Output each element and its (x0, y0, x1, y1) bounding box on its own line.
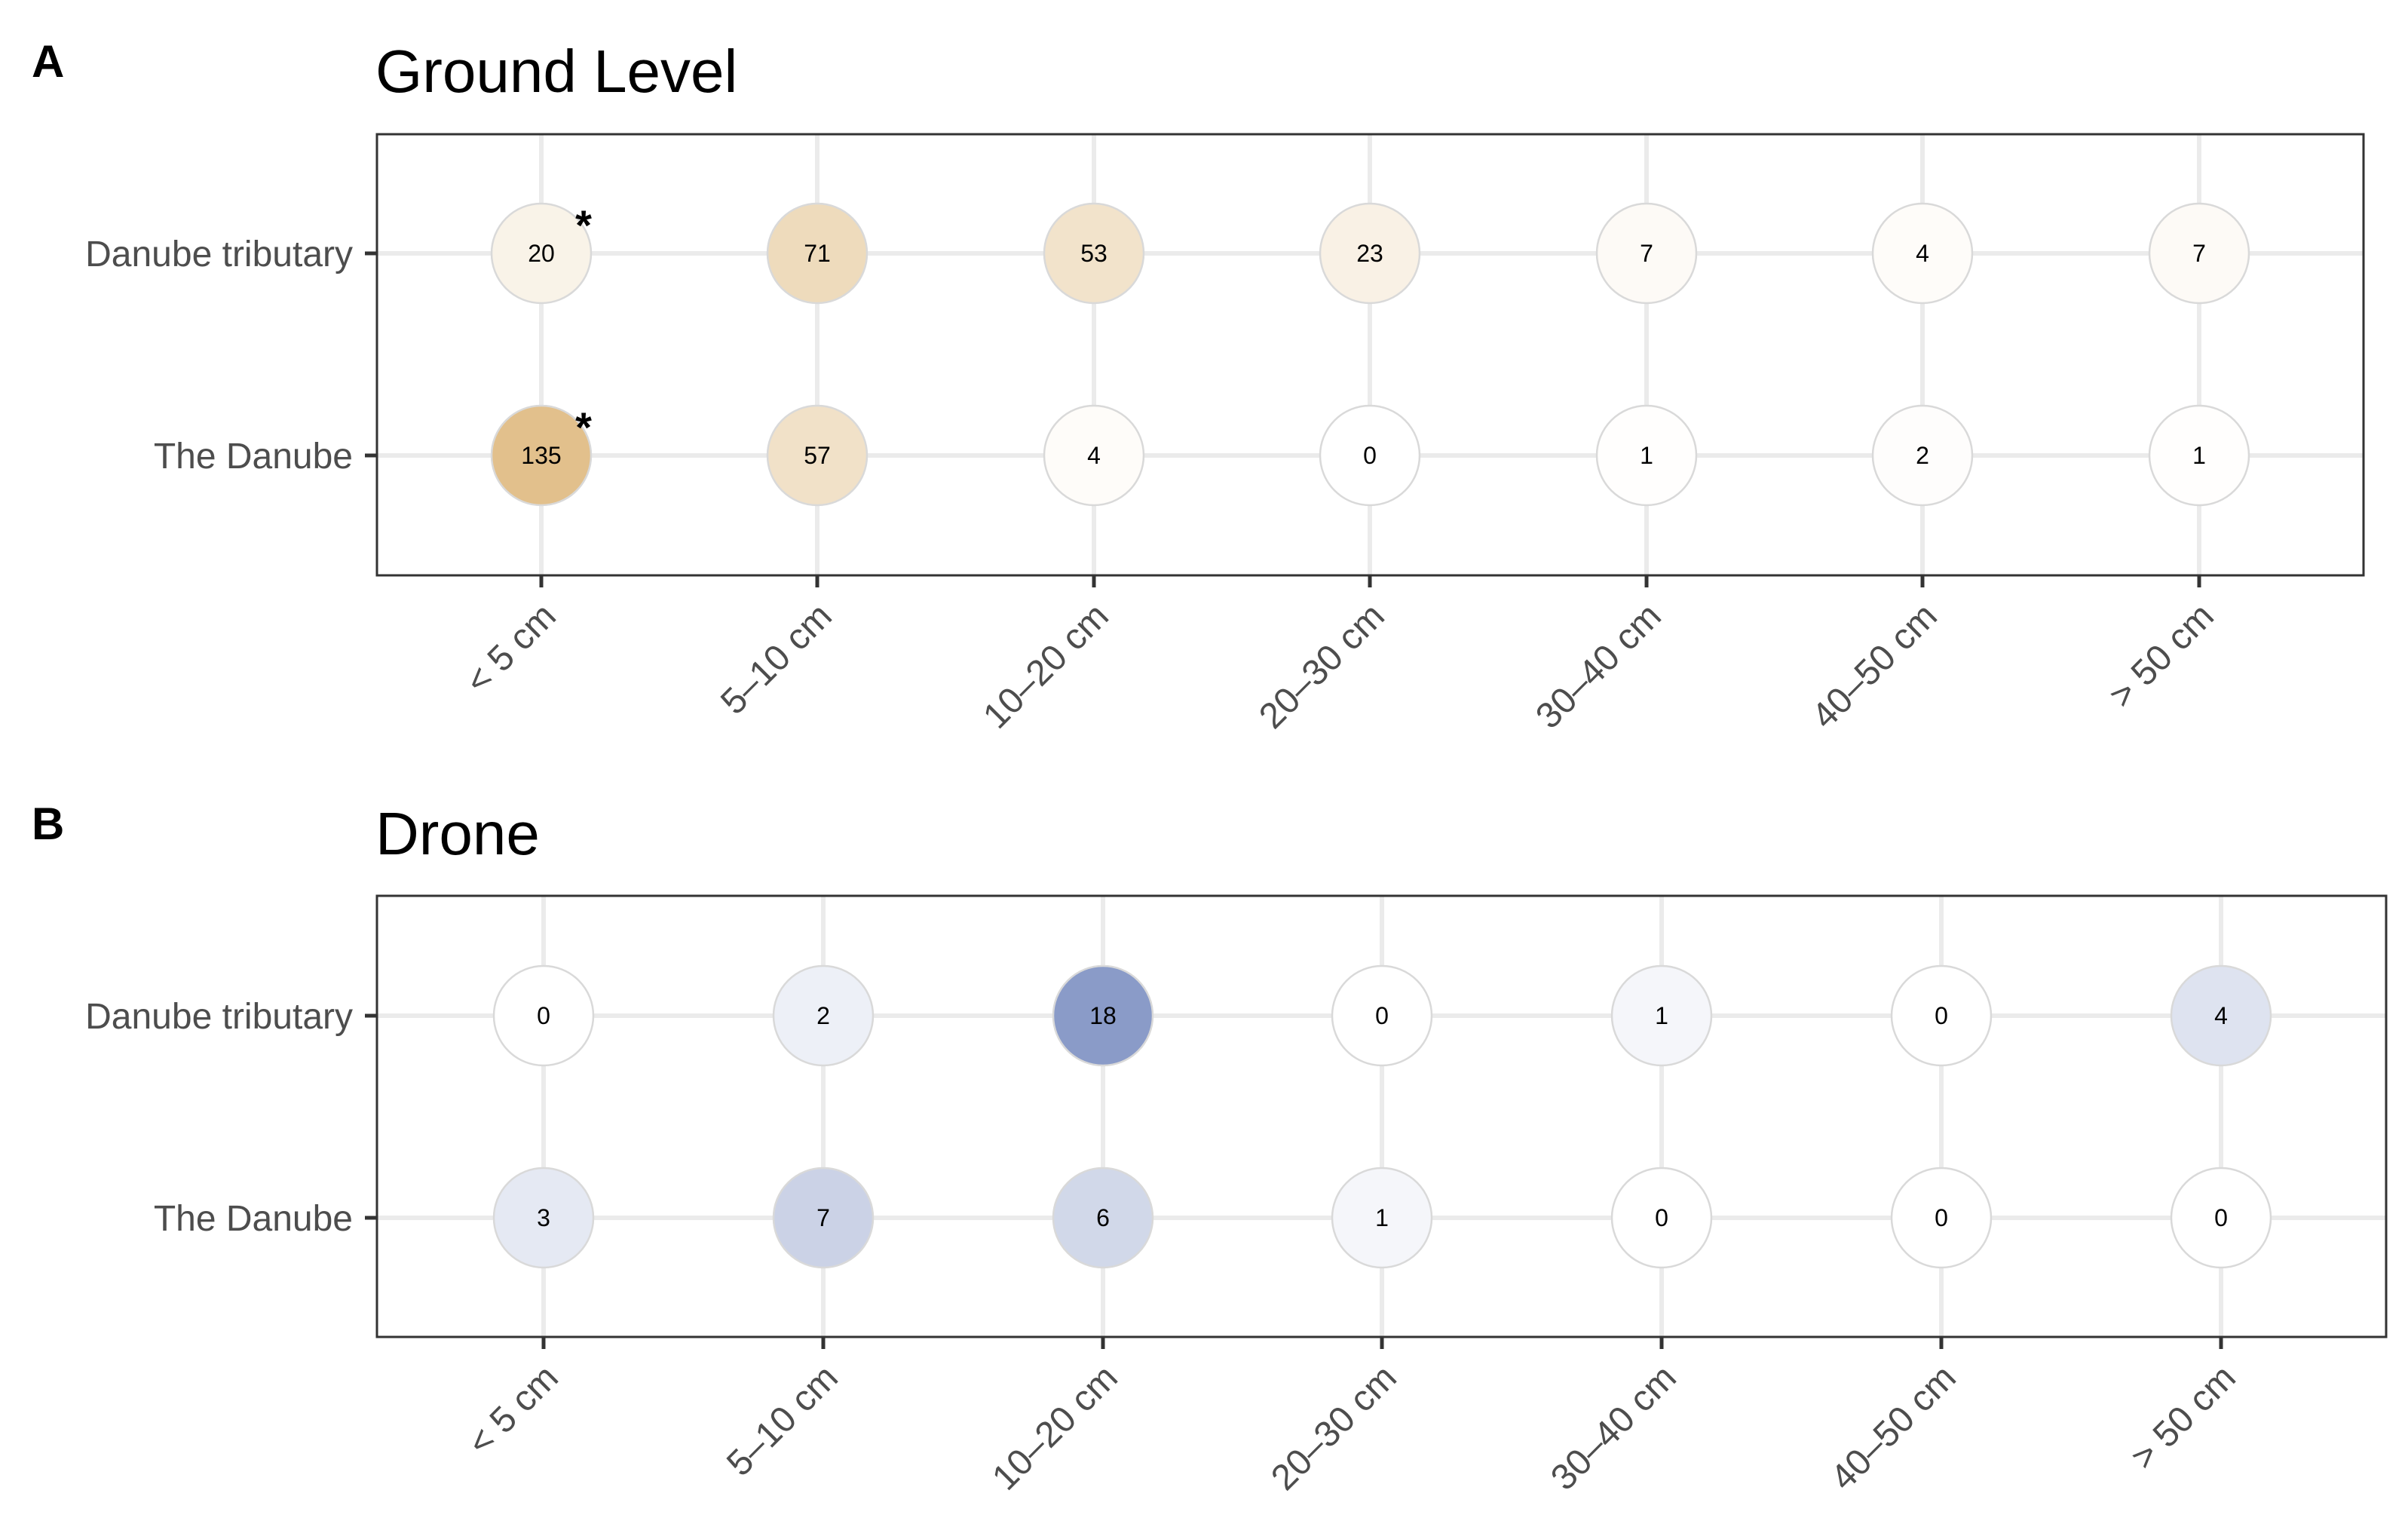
bubble (492, 1167, 595, 1269)
bubble (1890, 1167, 1993, 1269)
bubble-value-label: 0 (1655, 1204, 1668, 1231)
bubble (2148, 202, 2250, 305)
x-tick-label: 30–40 cm (1543, 1357, 1684, 1498)
panel-title: Drone (375, 800, 540, 867)
panel-b-drone: B Drone Danube tributary The Danube < 5 cm 5–… (32, 799, 2388, 1498)
bubble (490, 404, 593, 507)
x-tick-label: 10–20 cm (985, 1357, 1126, 1498)
bubble-value-label: 20 (528, 240, 555, 267)
bubble (1052, 1167, 1154, 1269)
x-tick-label: < 5 cm (458, 596, 563, 701)
bubble-value-label: 4 (2214, 1002, 2228, 1029)
bubble (772, 964, 875, 1067)
bubble (1331, 964, 1433, 1067)
panel-title: Ground Level (375, 38, 737, 105)
panel-letter: A (32, 36, 64, 87)
bubble (2170, 964, 2272, 1067)
panel-letter: B (32, 799, 64, 849)
bubble (1595, 404, 1698, 507)
x-tick-label: 5–10 cm (713, 596, 840, 722)
bubble-value-label: 7 (2192, 240, 2206, 267)
x-tick-label: 5–10 cm (719, 1357, 846, 1484)
x-tick-label: 10–20 cm (976, 596, 1117, 737)
bubble-value-label: 2 (816, 1002, 830, 1029)
bubble-value-label: 57 (804, 442, 831, 469)
x-tick-label: < 5 cm (460, 1357, 565, 1463)
bubble-value-label: 4 (1916, 240, 1929, 267)
x-tick-label: > 50 cm (2124, 1357, 2244, 1477)
significance-asterisk: * (575, 403, 592, 451)
bubble (766, 404, 869, 507)
bubble-value-label: 0 (1935, 1002, 1948, 1029)
x-tick-label: 30–40 cm (1528, 596, 1669, 737)
significance-asterisk: * (575, 201, 592, 249)
bubble-value-label: 4 (1087, 442, 1101, 469)
bubble (1319, 202, 1421, 305)
bubble (1331, 1167, 1433, 1269)
panel-a-ground-level: A Ground Level Danube tributary The Danube <… (32, 36, 2365, 737)
bubble-value-label: 53 (1080, 240, 1107, 267)
bubble (1871, 404, 1974, 507)
bubble (1052, 964, 1154, 1067)
bubble (1610, 1167, 1713, 1269)
bubble-value-label: 1 (2192, 442, 2206, 469)
bubble-value-label: 1 (1375, 1204, 1389, 1231)
bubble (1043, 404, 1145, 507)
bubble (766, 202, 869, 305)
x-tick-label: > 50 cm (2102, 596, 2222, 716)
x-tick-label: 20–30 cm (1264, 1357, 1405, 1498)
bubble-value-label: 0 (1363, 442, 1377, 469)
bubble-value-label: 1 (1640, 442, 1653, 469)
bubble (1043, 202, 1145, 305)
bubble (1890, 964, 1993, 1067)
bubble (1319, 404, 1421, 507)
bubble (1610, 964, 1713, 1067)
y-tick-label: Danube tributary (85, 235, 353, 274)
y-tick-label: The Danube (154, 437, 353, 477)
bubble-value-label: 71 (804, 240, 831, 267)
bubble-value-label: 3 (537, 1204, 550, 1231)
bubble-value-label: 7 (816, 1204, 830, 1231)
bubble-value-label: 7 (1640, 240, 1653, 267)
bubble-value-label: 1 (1655, 1002, 1668, 1029)
x-tick-label: 40–50 cm (1804, 596, 1945, 737)
bubble-value-label: 135 (521, 442, 561, 469)
bubble-value-label: 6 (1096, 1204, 1110, 1231)
x-tick-label: 20–30 cm (1251, 596, 1392, 737)
bubble (1871, 202, 1974, 305)
bubble (492, 964, 595, 1067)
bubble-value-label: 0 (1375, 1002, 1389, 1029)
bubble (490, 202, 593, 305)
bubble-value-label: 23 (1356, 240, 1383, 267)
bubble (2148, 404, 2250, 507)
bubble-value-label: 2 (1916, 442, 1929, 469)
y-tick-label: The Danube (154, 1199, 353, 1239)
bubble-value-label: 0 (1935, 1204, 1948, 1231)
bubble (2170, 1167, 2272, 1269)
x-tick-label: 40–50 cm (1823, 1357, 1964, 1498)
bubble-value-label: 18 (1089, 1002, 1117, 1029)
bubble-value-label: 0 (537, 1002, 550, 1029)
y-tick-label: Danube tributary (85, 997, 353, 1037)
bubble (772, 1167, 875, 1269)
bubble-value-label: 0 (2214, 1204, 2228, 1231)
bubble (1595, 202, 1698, 305)
